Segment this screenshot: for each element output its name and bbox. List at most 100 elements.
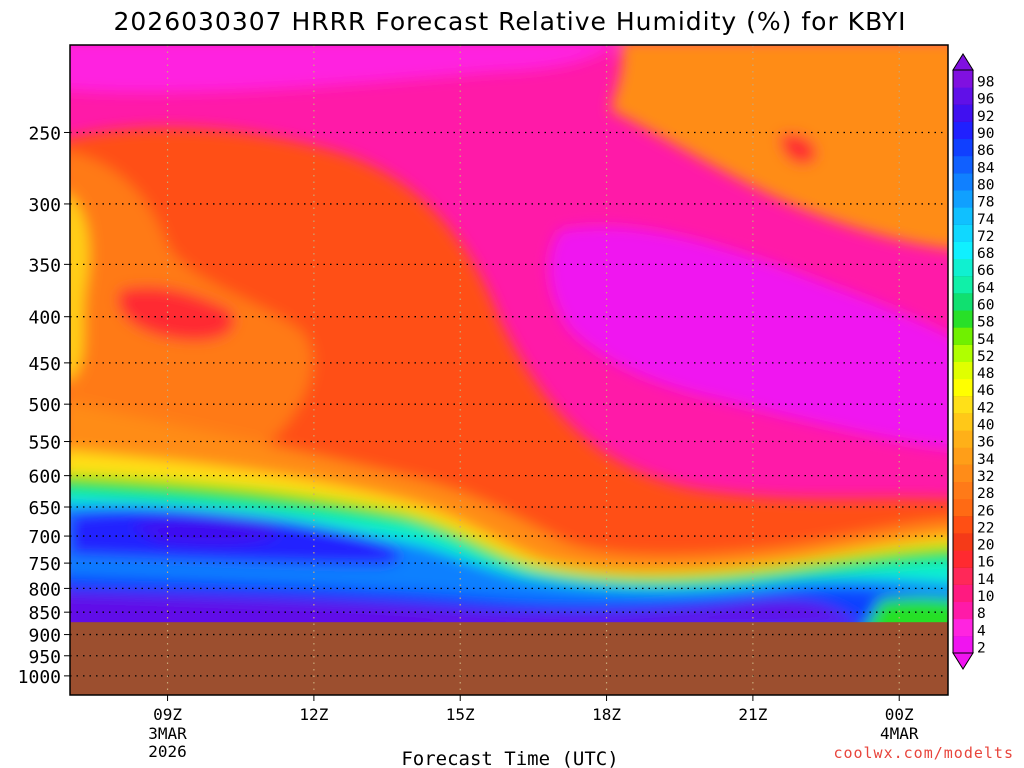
y-tick-label: 350 — [28, 255, 61, 276]
x-tick-label: 00Z — [885, 705, 914, 724]
colorbar-label: 32 — [977, 469, 994, 485]
colorbar-label: 72 — [977, 229, 994, 245]
colorbar: 2481014162022262832343640424648525458606… — [952, 53, 995, 670]
colorbar-segment — [953, 361, 973, 380]
y-tick-label: 650 — [28, 498, 61, 519]
x-tick-label: 21Z — [738, 705, 767, 724]
colorbar-segment — [953, 567, 973, 585]
colorbar-segment — [953, 515, 973, 534]
colorbar-segment — [953, 241, 973, 260]
colorbar-max-arrow — [952, 53, 974, 71]
colorbar-label: 54 — [977, 332, 995, 348]
colorbar-segment — [953, 155, 973, 174]
colorbar-segment — [953, 412, 973, 431]
colorbar-segment — [953, 584, 973, 603]
x-tick-date-label: 4MAR — [880, 724, 919, 743]
x-tick-label: 12Z — [299, 705, 328, 724]
colorbar-label: 48 — [977, 366, 994, 382]
field-red-upper-right — [780, 134, 816, 164]
field-orange-upper-right — [610, 45, 948, 249]
y-tick-label: 900 — [28, 626, 61, 647]
colorbar-segment — [953, 87, 973, 105]
colorbar-label: 42 — [977, 400, 994, 416]
colorbar-label: 40 — [977, 418, 994, 434]
colorbar-label: 98 — [977, 75, 994, 91]
colorbar-segment — [953, 430, 973, 448]
colorbar-label: 90 — [977, 126, 994, 142]
y-tick-label: 500 — [28, 395, 61, 416]
plot-area — [70, 45, 948, 695]
colorbar-label: 80 — [977, 177, 994, 193]
x-tick-label: 18Z — [592, 705, 621, 724]
colorbar-label: 60 — [977, 297, 994, 313]
colorbar-label: 10 — [977, 589, 994, 605]
plot-frame — [69, 44, 949, 696]
x-tick-label: 15Z — [446, 705, 475, 724]
colorbar-segment — [953, 190, 973, 208]
y-tick-label: 800 — [28, 579, 61, 600]
terrain-below-surface — [70, 622, 948, 695]
y-tick-label: 450 — [28, 354, 61, 375]
y-tick-label: 250 — [28, 123, 61, 144]
colorbar-label: 58 — [977, 315, 994, 331]
colorbar-label: 34 — [977, 452, 995, 468]
field-purple-core — [130, 519, 280, 545]
y-tick-label: 1000 — [18, 667, 61, 688]
colorbar-segment — [953, 532, 973, 551]
colorbar-segment — [953, 618, 973, 637]
colorbar-label: 68 — [977, 246, 994, 262]
colorbar-label: 86 — [977, 143, 994, 159]
colorbar-label: 96 — [977, 92, 994, 108]
y-axis: 2503003504004505005506006507007508008509… — [18, 123, 70, 688]
y-tick-label: 300 — [28, 195, 61, 216]
colorbar-segment — [953, 70, 973, 88]
colorbar-label: 52 — [977, 349, 994, 365]
colorbar-segment — [953, 121, 973, 140]
colorbar-label: 92 — [977, 109, 994, 125]
humidity-field — [70, 45, 948, 640]
colorbar-label: 16 — [977, 555, 994, 571]
y-tick-label: 850 — [28, 603, 61, 624]
colorbar-label: 22 — [977, 520, 994, 536]
watermark: coolwx.com/modelts — [833, 744, 1014, 762]
field-yellow-left — [70, 196, 89, 380]
colorbar-segment — [953, 310, 973, 328]
colorbar-label: 28 — [977, 486, 994, 502]
colorbar-segment — [953, 601, 973, 620]
colorbar-segment — [953, 550, 973, 568]
colorbar-label: 66 — [977, 263, 994, 279]
colorbar-label: 46 — [977, 383, 994, 399]
colorbar-segment — [953, 481, 973, 500]
colorbar-label: 36 — [977, 435, 994, 451]
colorbar-segment — [953, 207, 973, 225]
grid — [70, 45, 948, 695]
field-pink-top-left — [70, 45, 615, 93]
colorbar-label: 2 — [977, 640, 986, 656]
field-red-blob — [118, 286, 235, 341]
y-tick-label: 550 — [28, 433, 61, 454]
colorbar-frame — [952, 69, 974, 654]
colorbar-label: 4 — [977, 623, 986, 639]
colorbar-segment — [953, 224, 973, 242]
colorbar-segment — [953, 378, 973, 397]
colorbar-segment — [953, 275, 973, 294]
chart-title: 2026030307 HRRR Forecast Relative Humidi… — [113, 7, 906, 36]
colorbar-label: 74 — [977, 212, 995, 228]
colorbar-segment — [953, 138, 973, 157]
colorbar-segment — [953, 344, 973, 362]
y-tick-label: 950 — [28, 647, 61, 668]
y-tick-label: 400 — [28, 308, 61, 329]
colorbar-label: 26 — [977, 503, 994, 519]
x-tick-date-label: 3MAR — [148, 724, 187, 743]
colorbar-segment — [953, 104, 973, 122]
colorbar-segment — [953, 292, 973, 311]
colorbar-segment — [953, 327, 973, 345]
x-axis-label: Forecast Time (UTC) — [401, 748, 618, 768]
colorbar-label: 78 — [977, 195, 994, 211]
colorbar-segment — [953, 395, 973, 414]
colorbar-segment — [953, 464, 973, 483]
colorbar-segment — [953, 172, 973, 191]
y-tick-label: 750 — [28, 554, 61, 575]
